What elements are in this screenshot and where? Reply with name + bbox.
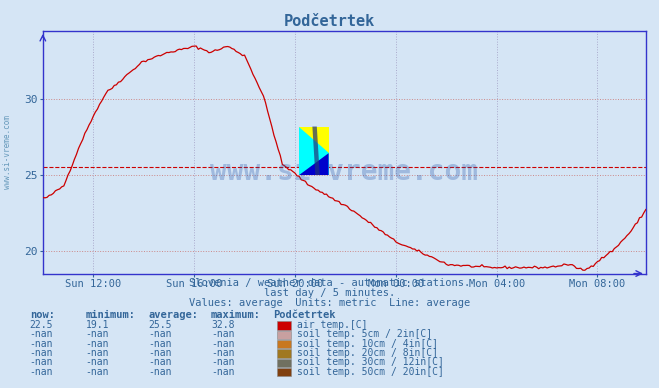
Text: -nan: -nan xyxy=(148,357,172,367)
Text: -nan: -nan xyxy=(30,339,53,349)
Text: last day / 5 minutes.: last day / 5 minutes. xyxy=(264,288,395,298)
Text: -nan: -nan xyxy=(86,367,109,377)
Text: -nan: -nan xyxy=(30,348,53,358)
Text: www.si-vreme.com: www.si-vreme.com xyxy=(210,158,478,186)
Text: Podčetrtek: Podčetrtek xyxy=(273,310,336,320)
Text: average:: average: xyxy=(148,310,198,320)
Polygon shape xyxy=(299,126,329,153)
Text: -nan: -nan xyxy=(86,329,109,340)
Polygon shape xyxy=(299,126,329,175)
Text: -nan: -nan xyxy=(30,357,53,367)
Text: soil temp. 50cm / 20in[C]: soil temp. 50cm / 20in[C] xyxy=(297,367,444,377)
Text: soil temp. 30cm / 12in[C]: soil temp. 30cm / 12in[C] xyxy=(297,357,444,367)
Text: Podčetrtek: Podčetrtek xyxy=(284,14,375,29)
Text: -nan: -nan xyxy=(148,348,172,358)
Text: minimum:: minimum: xyxy=(86,310,136,320)
Text: Slovenia / weather data - automatic stations.: Slovenia / weather data - automatic stat… xyxy=(189,278,470,288)
Text: -nan: -nan xyxy=(148,367,172,377)
Text: -nan: -nan xyxy=(86,357,109,367)
Text: maximum:: maximum: xyxy=(211,310,261,320)
Text: now:: now: xyxy=(30,310,55,320)
Text: -nan: -nan xyxy=(86,348,109,358)
Text: 32.8: 32.8 xyxy=(211,320,235,330)
Text: soil temp. 10cm / 4in[C]: soil temp. 10cm / 4in[C] xyxy=(297,339,438,349)
Text: -nan: -nan xyxy=(30,329,53,340)
Text: -nan: -nan xyxy=(148,339,172,349)
Text: -nan: -nan xyxy=(86,339,109,349)
Text: -nan: -nan xyxy=(211,348,235,358)
Text: -nan: -nan xyxy=(30,367,53,377)
Text: www.si-vreme.com: www.si-vreme.com xyxy=(3,115,13,189)
Text: -nan: -nan xyxy=(211,367,235,377)
Text: -nan: -nan xyxy=(211,329,235,340)
Text: 25.5: 25.5 xyxy=(148,320,172,330)
Polygon shape xyxy=(299,153,329,175)
Text: soil temp. 5cm / 2in[C]: soil temp. 5cm / 2in[C] xyxy=(297,329,432,340)
Text: soil temp. 20cm / 8in[C]: soil temp. 20cm / 8in[C] xyxy=(297,348,438,358)
Text: -nan: -nan xyxy=(211,357,235,367)
Text: -nan: -nan xyxy=(148,329,172,340)
Text: Values: average  Units: metric  Line: average: Values: average Units: metric Line: aver… xyxy=(189,298,470,308)
Text: -nan: -nan xyxy=(211,339,235,349)
Polygon shape xyxy=(312,126,320,175)
Text: 22.5: 22.5 xyxy=(30,320,53,330)
Text: air temp.[C]: air temp.[C] xyxy=(297,320,367,330)
Text: 19.1: 19.1 xyxy=(86,320,109,330)
